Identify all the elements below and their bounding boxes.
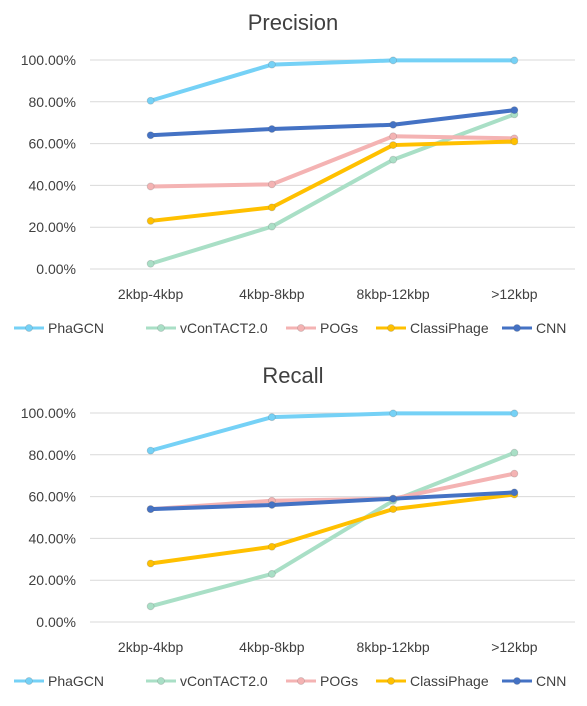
recall-y-tick-label: 80.00% [29,447,76,463]
recall-data-point-classiphage [390,506,397,513]
recall-legend-marker [298,678,305,685]
precision-data-point-phagcn [511,57,518,64]
recall-legend-item-phagcn: PhaGCN [14,673,104,689]
recall-y-tick-label: 20.00% [29,572,76,588]
recall-data-point-cnn [390,495,397,502]
precision-data-point-vcontact2-0 [147,260,154,267]
precision-legend-label: CNN [536,320,566,336]
precision-data-point-cnn [147,132,154,139]
recall-x-tick-label: >12kbp [491,639,538,655]
recall-legend-marker [158,678,165,685]
precision-y-tick-label: 100.00% [21,52,76,68]
recall-legend-label: PhaGCN [48,673,104,689]
precision-data-point-cnn [511,107,518,114]
recall-y-tick-label: 0.00% [36,614,76,630]
recall-data-point-phagcn [268,414,275,421]
recall-data-point-phagcn [147,447,154,454]
precision-legend-label: ClassiPhage [410,320,489,336]
recall-data-point-phagcn [511,410,518,417]
precision-series-classiphage [147,138,518,224]
recall-x-tick-label: 8kbp-12kbp [357,639,430,655]
recall-data-point-vcontact2-0 [147,603,154,610]
recall-data-point-cnn [511,489,518,496]
precision-data-point-vcontact2-0 [268,223,275,230]
recall-legend: PhaGCN vConTACT2.0 POGs ClassiPhage CNN [14,673,566,689]
precision-data-point-phagcn [147,97,154,104]
recall-chart: Recall 0.00% 20.00% 40.00% 60.00% 80.00% 100.0… [0,353,587,706]
precision-legend-marker [388,325,395,332]
recall-legend-label: CNN [536,673,566,689]
precision-legend-marker [26,325,33,332]
precision-chart: Precision 0.00% 20.00% 40.00% 60.00% 80.00% 10… [0,0,587,353]
precision-data-point-cnn [390,121,397,128]
recall-legend-item-cnn: CNN [502,673,566,689]
precision-data-point-cnn [268,125,275,132]
recall-gridlines [90,413,575,622]
recall-legend-label: vConTACT2.0 [180,673,268,689]
precision-legend-item-pogs: POGs [286,320,358,336]
recall-x-tick-label: 2kbp-4kbp [118,639,184,655]
precision-legend-label: PhaGCN [48,320,104,336]
precision-data-point-pogs [390,133,397,140]
precision-y-tick-label: 60.00% [29,136,76,152]
precision-data-point-classiphage [390,142,397,149]
precision-legend-marker [158,325,165,332]
recall-legend-marker [514,678,521,685]
precision-data-point-classiphage [147,217,154,224]
precision-data-point-pogs [268,181,275,188]
precision-legend-marker [298,325,305,332]
recall-series-line-phagcn [151,413,515,450]
recall-legend-label: ClassiPhage [410,673,489,689]
recall-data-point-cnn [268,501,275,508]
precision-y-tick-label: 40.00% [29,177,76,193]
recall-legend-item-classiphage: ClassiPhage [376,673,489,689]
precision-legend-label: vConTACT2.0 [180,320,268,336]
recall-legend-label: POGs [320,673,358,689]
recall-data-point-pogs [511,470,518,477]
precision-data-point-phagcn [390,57,397,64]
precision-legend-label: POGs [320,320,358,336]
precision-data-point-classiphage [268,204,275,211]
precision-series-line-classiphage [151,142,515,221]
precision-legend-item-phagcn: PhaGCN [14,320,104,336]
precision-x-tick-label: >12kbp [491,286,538,302]
recall-data-point-classiphage [268,543,275,550]
precision-legend: PhaGCN vConTACT2.0 POGs ClassiPhage CNN [14,320,566,336]
precision-x-tick-label: 8kbp-12kbp [357,286,430,302]
precision-series-line-cnn [151,110,515,135]
precision-data-point-vcontact2-0 [390,156,397,163]
precision-y-tick-label: 80.00% [29,94,76,110]
precision-data-point-pogs [147,183,154,190]
precision-data-point-phagcn [268,61,275,68]
recall-data-point-phagcn [390,410,397,417]
recall-y-tick-label: 60.00% [29,489,76,505]
recall-data-point-vcontact2-0 [511,449,518,456]
precision-y-tick-label: 0.00% [36,261,76,277]
precision-legend-item-cnn: CNN [502,320,566,336]
recall-data-point-classiphage [147,560,154,567]
precision-series-phagcn [147,57,518,104]
recall-legend-marker [26,678,33,685]
recall-chart-title: Recall [262,363,323,388]
recall-series-phagcn [147,410,518,454]
precision-gridlines [90,60,575,269]
recall-data-point-cnn [147,506,154,513]
recall-data-point-vcontact2-0 [268,570,275,577]
recall-y-tick-label: 40.00% [29,530,76,546]
precision-chart-title: Precision [248,10,338,35]
precision-legend-marker [514,325,521,332]
precision-legend-item-classiphage: ClassiPhage [376,320,489,336]
precision-x-tick-label: 2kbp-4kbp [118,286,184,302]
precision-data-point-classiphage [511,138,518,145]
precision-y-tick-label: 20.00% [29,219,76,235]
recall-x-tick-label: 4kbp-8kbp [239,639,305,655]
precision-series-line-phagcn [151,60,515,100]
recall-legend-item-pogs: POGs [286,673,358,689]
precision-x-tick-label: 4kbp-8kbp [239,286,305,302]
recall-y-tick-label: 100.00% [21,405,76,421]
recall-legend-marker [388,678,395,685]
precision-legend-item-vcontact2-0: vConTACT2.0 [146,320,268,336]
recall-legend-item-vcontact2-0: vConTACT2.0 [146,673,268,689]
